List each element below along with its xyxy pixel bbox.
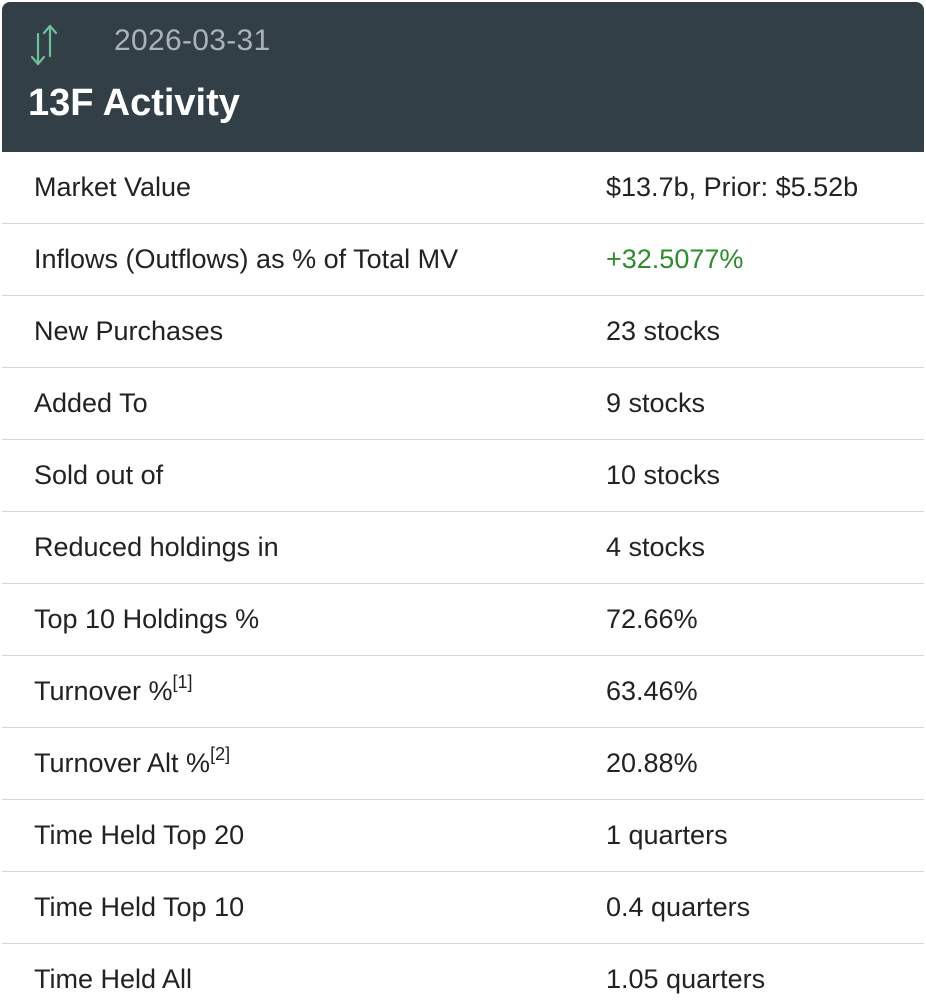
up-down-arrows-icon [30, 24, 58, 66]
table-row: Time Held Top 20 1 quarters [2, 800, 924, 872]
table-row: Time Held All 1.05 quarters [2, 944, 924, 1006]
row-value: 1.05 quarters [606, 964, 766, 994]
row-label: New Purchases [34, 316, 224, 346]
table-row: Turnover Alt %[2] 20.88% [2, 728, 924, 800]
table-row: Top 10 Holdings % 72.66% [2, 584, 924, 656]
row-label: Reduced holdings in [34, 532, 279, 562]
row-value: $13.7b, Prior: $5.52b [606, 172, 859, 202]
row-label: Sold out of [34, 460, 164, 490]
row-label: Added To [34, 388, 148, 418]
row-label-text: Turnover % [34, 676, 173, 706]
row-label: Inflows (Outflows) as % of Total MV [34, 244, 459, 274]
row-label: Turnover Alt %[2] [34, 744, 230, 779]
footnote-link[interactable]: [1] [172, 672, 193, 692]
table-row: New Purchases 23 stocks [2, 296, 924, 368]
table-row: Added To 9 stocks [2, 368, 924, 440]
row-value: 72.66% [606, 604, 698, 634]
table-row: Reduced holdings in 4 stocks [2, 512, 924, 584]
row-value: 10 stocks [606, 460, 721, 490]
card-header: 2026-03-31 13F Activity [2, 2, 924, 152]
row-label: Turnover %[1] [34, 672, 193, 707]
table-row: Inflows (Outflows) as % of Total MV +32.… [2, 224, 924, 296]
footnote-link[interactable]: [2] [210, 744, 231, 764]
row-value: 20.88% [606, 748, 698, 778]
row-value: 1 quarters [606, 820, 728, 850]
row-value: 63.46% [606, 676, 698, 706]
table-row: Turnover %[1] 63.46% [2, 656, 924, 728]
row-label: Time Held Top 10 [34, 892, 245, 922]
row-label: Market Value [34, 172, 192, 202]
row-value: 0.4 quarters [606, 892, 751, 922]
row-value: 23 stocks [606, 316, 721, 346]
row-label: Top 10 Holdings % [34, 604, 260, 634]
activity-table: Market Value $13.7b, Prior: $5.52b Inflo… [2, 152, 924, 1006]
report-date: 2026-03-31 [114, 24, 271, 57]
row-label: Time Held All [34, 964, 193, 994]
table-row: Sold out of 10 stocks [2, 440, 924, 512]
row-value: 4 stocks [606, 532, 706, 562]
card-title: 13F Activity [28, 82, 240, 124]
table-row: Time Held Top 10 0.4 quarters [2, 872, 924, 944]
table-row: Market Value $13.7b, Prior: $5.52b [2, 152, 924, 224]
row-value: +32.5077% [606, 244, 744, 274]
row-label: Time Held Top 20 [34, 820, 245, 850]
row-value: 9 stocks [606, 388, 706, 418]
row-label-text: Turnover Alt % [34, 748, 211, 778]
